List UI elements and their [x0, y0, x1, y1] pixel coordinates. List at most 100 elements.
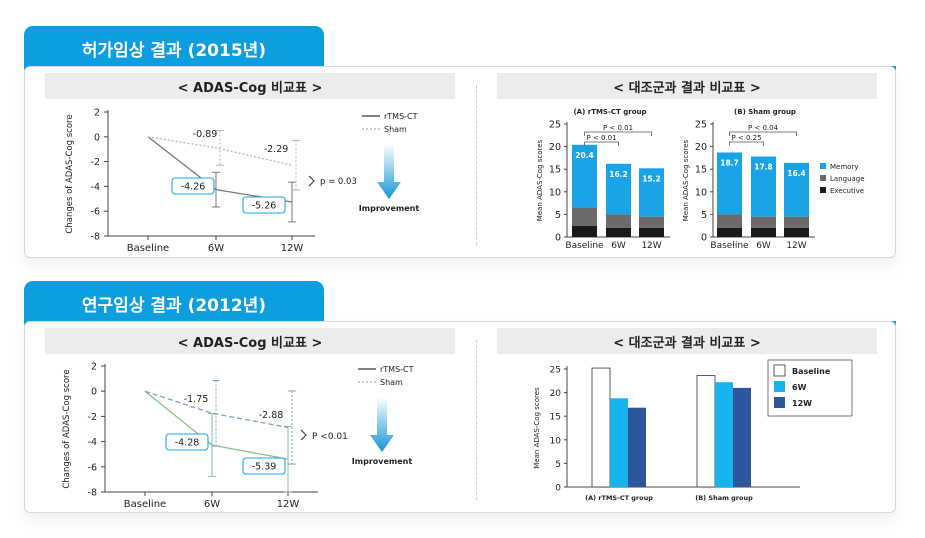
legend-label: 12W — [792, 399, 812, 408]
y-tick-label: 5 — [555, 210, 561, 221]
x-tick-label: 12W — [641, 241, 661, 251]
significance-label: P < 0.04 — [748, 124, 779, 132]
data-label-sham-12w: -2.88 — [259, 410, 284, 421]
y-tick-label: 15 — [550, 413, 561, 423]
y-tick-label: -4 — [91, 182, 100, 193]
x-tick-label: 6W — [208, 243, 224, 254]
y-tick-label: 0 — [94, 132, 100, 143]
pvalue-bracket-icon — [300, 429, 307, 441]
legend-swatch-baseline — [773, 364, 786, 377]
y-tick-label: -2 — [88, 412, 97, 423]
section-tab-2015: 허가임상 결과 (2015년) — [24, 26, 324, 70]
section-tab-2012: 연구임상 결과 (2012년) — [24, 281, 324, 325]
bar-segment-language — [717, 214, 742, 228]
y-tick-label: 0 — [555, 484, 561, 494]
right-subheader-text: < 대조군과 결과 비교표 > — [613, 335, 761, 351]
y-axis-label: Mean ADAS-Cog scores — [682, 139, 690, 221]
legend-swatch-memory — [820, 163, 826, 169]
y-axis-label: Mean ADAS-Cog scores — [533, 387, 541, 469]
bar-segment-language — [572, 207, 597, 226]
bar-segment-executive — [784, 227, 809, 237]
left-subheader-text: < ADAS-Cog 비교표 > — [177, 80, 323, 96]
x-tick-label: 12W — [277, 499, 300, 510]
significance-bracket — [584, 131, 652, 136]
y-tick-label: -8 — [88, 488, 97, 499]
data-label-rtms-6w: -4.28 — [175, 438, 200, 449]
legend-label: Executive — [830, 187, 864, 195]
data-label-rtms-12w: -5.26 — [252, 201, 277, 212]
y-tick-label: 10 — [550, 436, 562, 446]
bar-segment-memory — [751, 156, 776, 217]
bar-6w — [715, 382, 733, 487]
x-tick-label: Baseline — [124, 499, 166, 510]
y-tick-label: 0 — [91, 387, 97, 398]
right-subheader: < 대조군과 결과 비교표 > — [497, 328, 877, 354]
results-panel-2015: < ADAS-Cog 비교표 > < 대조군과 결과 비교표 > — [24, 66, 896, 258]
bar-chart-title: (B) Sham group — [734, 108, 796, 116]
y-axis-label: Mean ADAS-Cog scores — [536, 139, 544, 221]
significance-label: P < 0.01 — [586, 134, 616, 142]
improvement-label: Improvement — [352, 457, 413, 466]
legend-label: Language — [830, 175, 865, 183]
bar-segment-executive — [572, 225, 597, 237]
bar-segment-executive — [606, 227, 631, 237]
data-label-rtms-6w: -4.26 — [181, 182, 206, 193]
y-tick-label: 0 — [555, 233, 561, 244]
x-tick-label: 12W — [786, 241, 806, 251]
y-tick-label: 15 — [549, 165, 561, 176]
legend-swatch-executive — [820, 187, 826, 193]
bar-total-label: 16.4 — [787, 169, 806, 178]
y-tick-label: 20 — [550, 389, 562, 399]
bar-total-label: 20.4 — [575, 151, 594, 160]
legend-label: Sham — [380, 378, 403, 387]
group-label: (B) Sham group — [695, 494, 753, 502]
bar-total-label: 15.2 — [642, 174, 661, 183]
y-tick-label: 25 — [550, 366, 561, 376]
x-tick-label: 6W — [611, 241, 626, 251]
significance-bracket — [584, 141, 619, 146]
bar-chart-title: (A) rTMS-CT group — [573, 108, 646, 116]
legend-label: Memory — [830, 163, 858, 171]
left-subheader: < ADAS-Cog 비교표 > — [45, 328, 455, 354]
bar-segment-memory — [572, 144, 597, 208]
y-axis-label: Changes of ADAS-Cog score — [62, 369, 72, 488]
data-label-rtms-12w: -5.39 — [252, 462, 277, 473]
data-label-rtms-6w-box — [165, 433, 209, 451]
y-tick-label: 20 — [695, 142, 707, 153]
bar-segment-language — [606, 214, 631, 228]
pvalue-label: p = 0.03 — [320, 177, 357, 187]
pvalue-bracket-icon — [308, 175, 315, 187]
y-tick-label: 2 — [94, 108, 100, 119]
improvement-arrow-icon — [370, 397, 394, 452]
y-tick-label: -6 — [88, 462, 97, 473]
y-tick-label: 5 — [701, 210, 707, 221]
legend-label: rTMS-CT — [384, 112, 418, 121]
y-axis-label: Changes of ADAS-Cog score — [65, 114, 75, 233]
left-subheader: < ADAS-Cog 비교표 > — [45, 73, 455, 99]
bar-total-label: 18.7 — [720, 158, 739, 167]
y-tick-label: 2 — [91, 362, 97, 373]
legend-label: rTMS-CT — [380, 365, 414, 374]
left-subheader-text: < ADAS-Cog 비교표 > — [177, 335, 323, 351]
x-tick-label: Baseline — [710, 241, 749, 251]
legend-label: Sham — [384, 125, 407, 134]
legend-swatch-6w — [774, 381, 785, 392]
right-subheader-text: < 대조군과 결과 비교표 > — [613, 80, 761, 96]
section-title: 연구임상 결과 (2012년) — [81, 295, 267, 316]
significance-label: P < 0.01 — [603, 124, 633, 132]
y-tick-label: 15 — [695, 165, 707, 176]
y-tick-label: 10 — [549, 187, 561, 198]
bar-12w — [733, 387, 751, 487]
x-tick-label: 6W — [756, 241, 771, 251]
x-tick-label: Baseline — [127, 243, 169, 254]
data-label-sham-6w: -1.75 — [184, 394, 209, 405]
y-tick-label: -8 — [91, 232, 100, 243]
bar-segment-executive — [639, 227, 664, 237]
y-tick-label: 5 — [555, 460, 561, 470]
y-tick-label: -6 — [91, 207, 100, 218]
bar-12w — [628, 407, 646, 487]
legend-swatch-language — [820, 175, 826, 181]
y-tick-label: 10 — [695, 187, 707, 198]
data-label-rtms-12w-box — [242, 457, 286, 475]
